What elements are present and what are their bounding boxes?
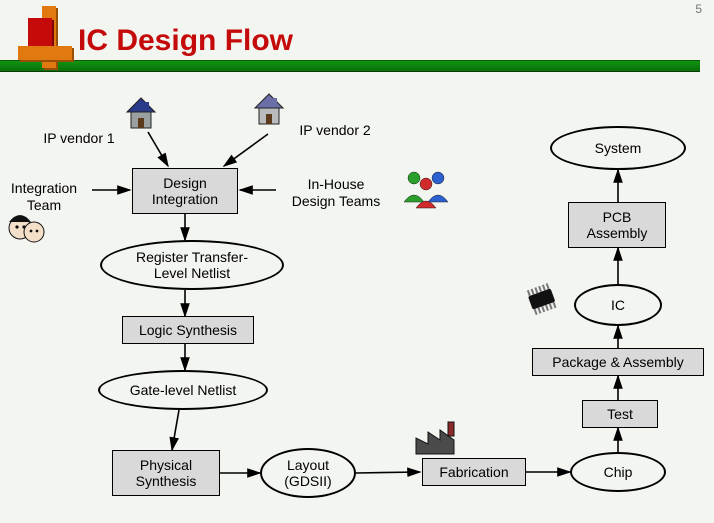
label-ip-vendor-2: IP vendor 2: [290, 122, 380, 139]
deco-green-bar: [0, 60, 700, 72]
node-layout: Layout(GDSII): [260, 448, 356, 498]
node-fabrication: Fabrication: [422, 458, 526, 486]
team-icon: [398, 168, 454, 212]
node-system: System: [550, 126, 686, 170]
house-icon-2: [248, 88, 290, 128]
faces-icon: [6, 212, 48, 248]
factory-icon: [414, 420, 462, 456]
house-icon-1: [120, 92, 162, 132]
node-rtl-netlist: Register Transfer-Level Netlist: [100, 240, 284, 290]
node-design-integration: DesignIntegration: [132, 168, 238, 214]
label-integration-team: IntegrationTeam: [0, 180, 88, 214]
node-logic-synthesis: Logic Synthesis: [122, 316, 254, 344]
page-number: 5: [695, 2, 702, 16]
node-physical-synthesis: PhysicalSynthesis: [112, 450, 220, 496]
label-in-house-teams: In-HouseDesign Teams: [276, 176, 396, 210]
node-package-assembly: Package & Assembly: [532, 348, 704, 376]
node-chip: Chip: [570, 452, 666, 492]
node-pcb-assembly: PCBAssembly: [568, 202, 666, 248]
slide-canvas: IC Design Flow 5 DesignIntegration Regist…: [0, 0, 714, 523]
label-ip-vendor-1: IP vendor 1: [34, 130, 124, 147]
node-gate-netlist: Gate-level Netlist: [98, 370, 268, 410]
node-ic: IC: [574, 284, 662, 326]
chip-icon: [520, 280, 564, 320]
deco-orange-horizontal: [18, 46, 72, 60]
node-test: Test: [582, 400, 658, 428]
slide-title: IC Design Flow: [78, 24, 293, 58]
